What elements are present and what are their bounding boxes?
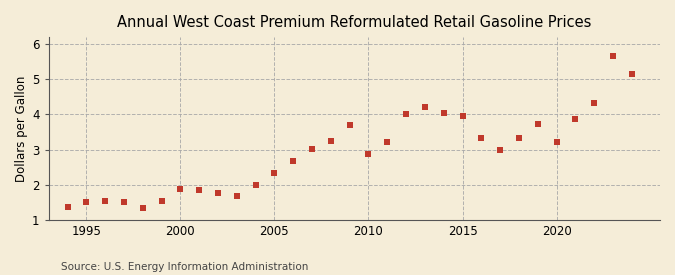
Point [476, 136, 487, 140]
Point [363, 152, 374, 156]
Point [194, 188, 205, 192]
Point [419, 105, 430, 109]
Point [438, 110, 449, 115]
Point [626, 72, 637, 76]
Point [81, 200, 92, 204]
Point [306, 147, 317, 152]
Point [608, 54, 618, 58]
Point [156, 199, 167, 203]
Point [514, 136, 524, 140]
Point [288, 159, 298, 163]
Point [250, 182, 261, 187]
Point [119, 200, 130, 204]
Point [269, 171, 280, 175]
Point [551, 140, 562, 144]
Point [401, 112, 412, 117]
Point [589, 101, 599, 105]
Point [137, 206, 148, 210]
Point [457, 114, 468, 118]
Point [175, 187, 186, 191]
Title: Annual West Coast Premium Reformulated Retail Gasoline Prices: Annual West Coast Premium Reformulated R… [117, 15, 591, 30]
Point [325, 139, 336, 143]
Point [62, 205, 73, 209]
Point [344, 122, 355, 127]
Point [495, 148, 506, 153]
Point [570, 116, 580, 121]
Y-axis label: Dollars per Gallon: Dollars per Gallon [15, 75, 28, 182]
Point [533, 122, 543, 126]
Point [382, 140, 393, 144]
Point [232, 194, 242, 198]
Point [100, 199, 111, 203]
Text: Source: U.S. Energy Information Administration: Source: U.S. Energy Information Administ… [61, 262, 308, 272]
Point [213, 190, 223, 195]
